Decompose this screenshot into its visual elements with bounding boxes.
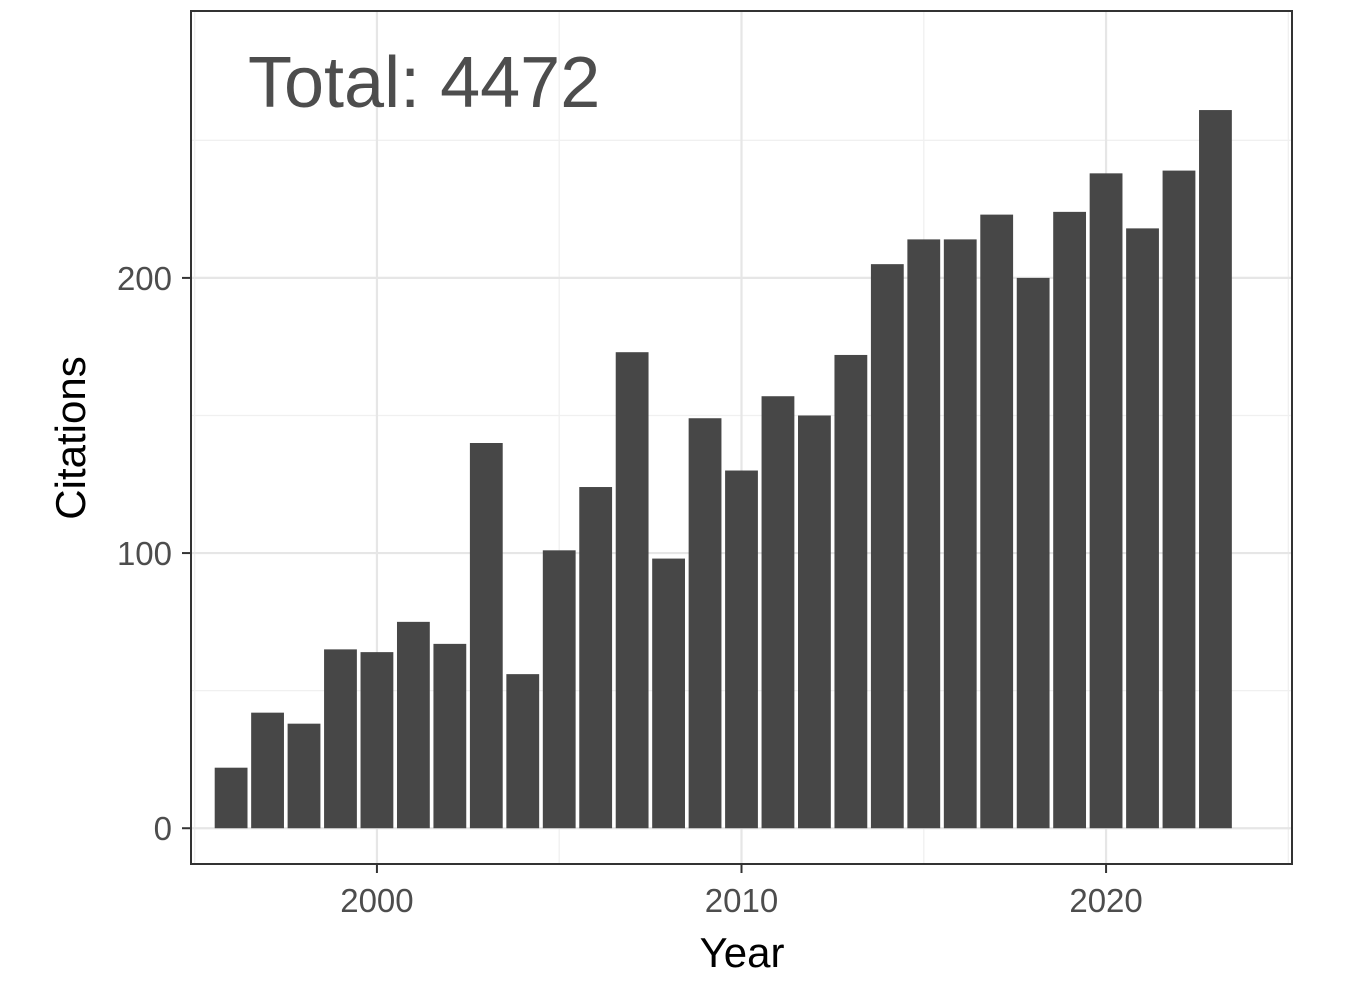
bar-2011 — [761, 396, 795, 829]
y-tick-label: 200 — [117, 260, 172, 297]
bar-2003 — [469, 443, 503, 829]
bar-1998 — [287, 723, 321, 829]
bar-2023 — [1199, 110, 1232, 829]
y-axis-title: Citations — [47, 356, 94, 519]
bar-1999 — [324, 649, 357, 829]
bar-2012 — [798, 415, 831, 829]
bar-2020 — [1089, 173, 1123, 829]
bar-2004 — [506, 674, 540, 829]
bar-2015 — [907, 239, 941, 829]
bar-2013 — [834, 354, 868, 829]
y-tick-label: 0 — [154, 810, 172, 847]
bar-2014 — [870, 264, 904, 829]
bar-2000 — [360, 652, 394, 829]
tick-labels: 2000 2010 2020 0 100 200 — [117, 260, 1143, 919]
bar-2007 — [615, 352, 649, 829]
axis-ticks — [182, 276, 1108, 873]
total-annotation: Total: 4472 — [248, 43, 600, 123]
bar-2001 — [396, 621, 430, 829]
x-tick-label: 2000 — [340, 882, 413, 919]
bar-1997 — [251, 712, 284, 829]
bar-2005 — [542, 550, 576, 829]
bar-1996 — [214, 767, 248, 829]
bar-2002 — [433, 643, 467, 829]
bar-2010 — [725, 470, 758, 829]
bar-2022 — [1162, 170, 1196, 829]
bar-2009 — [688, 418, 722, 829]
bar-2018 — [1016, 277, 1050, 829]
x-tick-label: 2020 — [1069, 882, 1142, 919]
bars — [214, 110, 1232, 829]
bar-2021 — [1126, 228, 1159, 829]
x-tick-label: 2010 — [705, 882, 778, 919]
x-axis-title: Year — [700, 929, 785, 976]
bar-2016 — [943, 239, 977, 829]
bar-2006 — [579, 487, 613, 829]
bar-2017 — [980, 214, 1014, 829]
y-tick-label: 100 — [117, 535, 172, 572]
bar-2019 — [1053, 211, 1087, 829]
bar-2008 — [652, 558, 685, 829]
